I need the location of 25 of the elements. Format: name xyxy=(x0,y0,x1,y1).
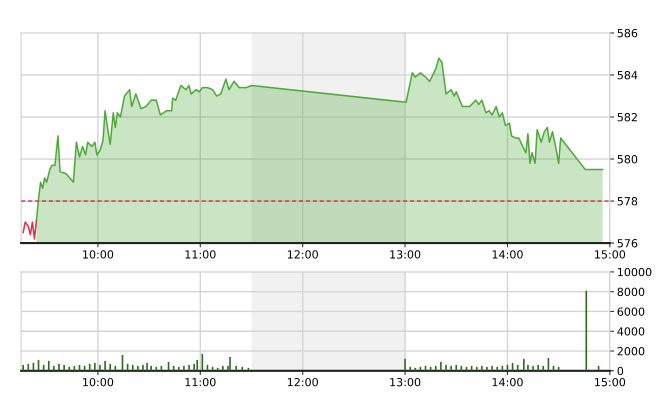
x-tick-label: 13:00 xyxy=(390,378,420,386)
x-tick-label: 10:00 xyxy=(83,250,114,259)
y-tick-label: 580 xyxy=(618,155,638,164)
y-tick-label: 4000 xyxy=(617,327,644,336)
y-tick-label: 586 xyxy=(618,28,638,38)
x-tick-label: 15:00 xyxy=(595,378,626,386)
x-tick-label: 14:00 xyxy=(492,250,523,259)
x-tick-label: 13:00 xyxy=(390,250,420,259)
y-tick-label: 10000 xyxy=(618,268,652,276)
x-tick-label: 12:00 xyxy=(288,250,318,259)
x-tick-label: 14:00 xyxy=(492,378,523,386)
y-tick-label: 6000 xyxy=(618,307,644,316)
x-tick-label: 15:00 xyxy=(595,250,626,259)
y-tick-label: 584 xyxy=(618,70,638,80)
y-tick-label: 2000 xyxy=(618,347,644,356)
line-series xyxy=(22,219,38,240)
y-tick-label: 8000 xyxy=(618,288,644,296)
x-tick-label: 12:00 xyxy=(288,378,318,386)
x-tick-label: 11:00 xyxy=(186,378,216,386)
y-tick-label: 578 xyxy=(618,197,638,206)
y-tick-label: 0 xyxy=(618,366,624,376)
x-tick-label: 10:00 xyxy=(83,378,114,386)
y-tick-label: 582 xyxy=(618,112,637,122)
x-tick-label: 11:00 xyxy=(186,250,216,259)
y-tick-label: 576 xyxy=(618,239,638,248)
